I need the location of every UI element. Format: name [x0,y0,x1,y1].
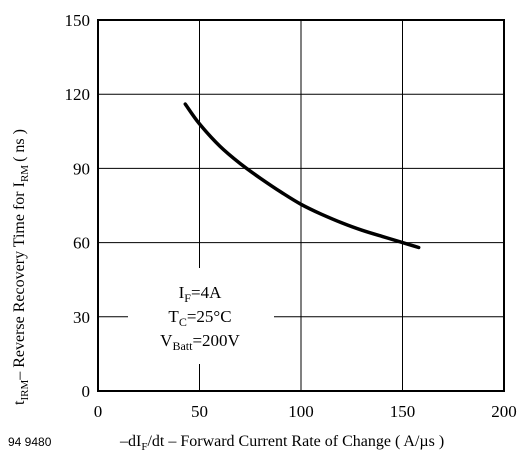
annotation-line-1: TC=25°C [168,307,231,329]
y-tick-label-4: 120 [65,85,91,104]
y-tick-label-0: 0 [82,382,91,401]
y-tick-label-3: 90 [73,159,90,178]
series-line [183,102,421,250]
x-tick-label-1: 50 [191,402,208,421]
plot-frame [97,19,505,392]
x-tick-label-0: 0 [94,402,103,421]
figure-id: 94 9480 [8,435,52,449]
annotation-line-0: IF=4A [179,283,222,305]
y-axis-label: tIRM– Reverse Recovery Time for IRM( ns … [11,129,31,405]
y-tick-label-1: 30 [73,308,90,327]
y-tick-label-5: 150 [65,11,91,30]
x-tick-label-4: 200 [491,402,517,421]
annotation-box-bg [128,268,274,364]
y-tick-labels: 0 30 60 90 120 150 [65,11,91,401]
x-axis-label: –dIF/dt – Forward Current Rate of Change… [119,433,444,453]
x-tick-label-2: 100 [288,402,314,421]
x-tick-labels: 0 50 100 150 200 [94,402,517,421]
y-tick-label-2: 60 [73,234,90,253]
annotation-line-2: VBatt=200V [160,331,240,353]
x-tick-label-3: 150 [390,402,416,421]
